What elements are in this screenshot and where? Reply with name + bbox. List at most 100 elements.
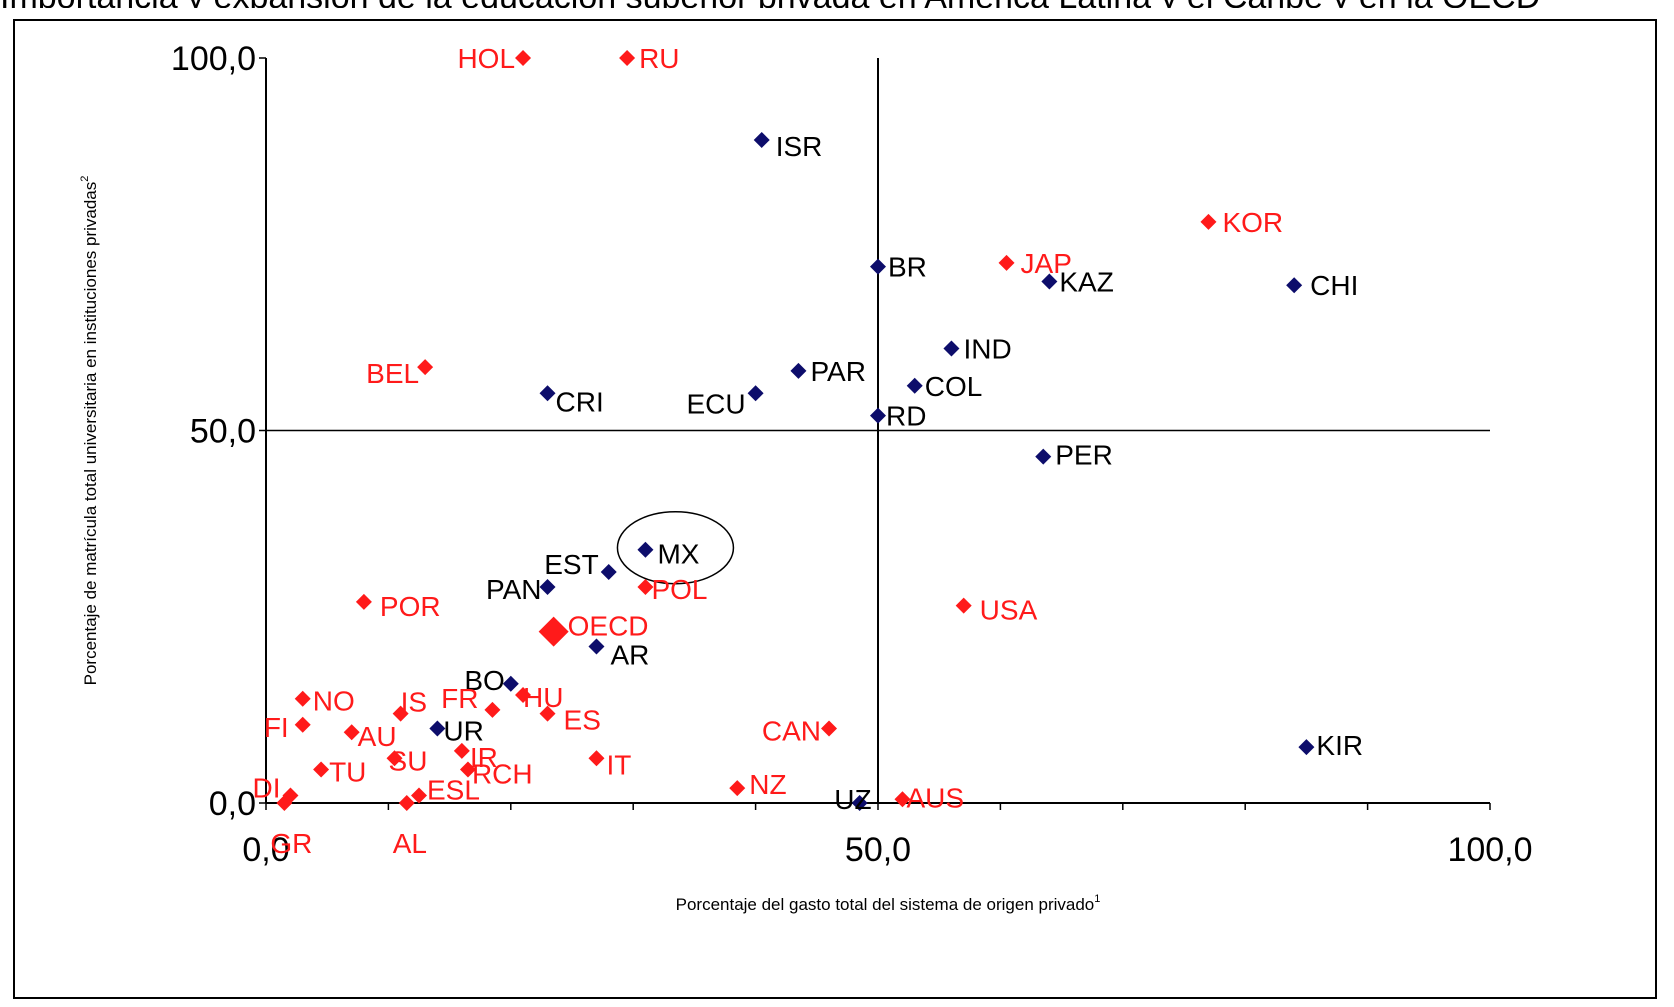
label-kir: KIR bbox=[1316, 730, 1363, 761]
point-rd bbox=[870, 407, 886, 424]
label-cri: CRI bbox=[556, 386, 604, 417]
point-kor bbox=[1200, 213, 1217, 230]
y-tick-label: 0,0 bbox=[209, 785, 256, 823]
label-kor: KOR bbox=[1222, 207, 1283, 238]
point-cri bbox=[539, 385, 556, 402]
point-pan bbox=[539, 578, 556, 595]
point-es bbox=[539, 705, 556, 722]
point-esl bbox=[411, 787, 427, 804]
label-gr: GR bbox=[270, 828, 312, 859]
label-br: BR bbox=[888, 252, 927, 283]
label-mx: MX bbox=[657, 539, 699, 570]
page-caption-cut: Importancia y expansión de la educación … bbox=[0, 0, 1674, 8]
label-pan: PAN bbox=[486, 574, 542, 605]
point-par bbox=[790, 362, 807, 379]
point-fi bbox=[294, 716, 311, 733]
label-di: DI bbox=[252, 773, 280, 804]
chart-frame bbox=[13, 19, 1657, 999]
label-bo: BO bbox=[464, 665, 504, 696]
point-jap bbox=[998, 254, 1015, 271]
y-axis-title: Porcentaje de matrícula total universita… bbox=[79, 176, 100, 686]
label-isr: ISR bbox=[776, 131, 823, 162]
label-usa: USA bbox=[980, 595, 1038, 626]
label-ru: RU bbox=[639, 43, 679, 74]
point-isr bbox=[753, 131, 770, 148]
point-ru bbox=[619, 50, 636, 66]
point-su bbox=[386, 750, 403, 767]
label-aus: AUS bbox=[906, 782, 964, 813]
point-no bbox=[294, 690, 311, 707]
label-fi: FI bbox=[264, 712, 289, 743]
x-tick-label: 0,0 bbox=[242, 831, 289, 869]
x-axis-title: Porcentaje del gasto total del sistema d… bbox=[676, 893, 1101, 914]
label-kaz: KAZ bbox=[1059, 267, 1113, 298]
point-uz bbox=[851, 795, 868, 811]
label-nz: NZ bbox=[749, 769, 786, 800]
label-par: PAR bbox=[810, 356, 866, 387]
point-aus bbox=[894, 791, 911, 808]
label-it: IT bbox=[606, 749, 631, 780]
point-ir bbox=[453, 742, 470, 759]
label-tu: TU bbox=[329, 756, 366, 787]
point-bo bbox=[502, 675, 519, 692]
label-al: AL bbox=[393, 828, 427, 859]
label-su: SU bbox=[389, 745, 428, 776]
label-ind: IND bbox=[963, 334, 1011, 365]
label-per: PER bbox=[1055, 440, 1113, 471]
label-rd: RD bbox=[886, 401, 926, 432]
point-hol bbox=[515, 50, 532, 66]
point-per bbox=[1035, 448, 1052, 465]
point-est bbox=[600, 564, 617, 581]
point-ur bbox=[429, 720, 446, 737]
label-pol: POL bbox=[651, 574, 707, 605]
label-can: CAN bbox=[762, 716, 821, 747]
label-bel: BEL bbox=[366, 358, 419, 389]
label-is: IS bbox=[401, 687, 427, 718]
point-kir bbox=[1298, 739, 1315, 756]
point-ar bbox=[588, 638, 605, 655]
point-hu bbox=[515, 686, 532, 703]
point-can bbox=[821, 720, 838, 737]
label-ir: IR bbox=[470, 742, 498, 773]
y-tick-label: 100,0 bbox=[171, 40, 256, 78]
point-chi bbox=[1286, 277, 1303, 294]
label-ar: AR bbox=[610, 640, 649, 671]
label-ur: UR bbox=[443, 716, 483, 747]
point-col bbox=[906, 377, 923, 394]
label-es: ES bbox=[564, 705, 601, 736]
point-au bbox=[343, 724, 360, 741]
point-por bbox=[355, 593, 372, 610]
data-marks bbox=[276, 50, 1315, 811]
label-col: COL bbox=[925, 371, 983, 402]
point-kaz bbox=[1041, 273, 1058, 290]
label-rch: RCH bbox=[472, 758, 533, 789]
label-oecd: OECD bbox=[568, 611, 649, 642]
point-nz bbox=[729, 780, 746, 797]
label-jap: JAP bbox=[1021, 248, 1072, 279]
point-it bbox=[588, 750, 605, 767]
label-au: AU bbox=[358, 721, 397, 752]
point-tu bbox=[313, 761, 330, 778]
y-tick-label: 50,0 bbox=[190, 413, 256, 451]
point-oecd bbox=[538, 616, 569, 647]
label-est: EST bbox=[544, 549, 598, 580]
point-ind bbox=[943, 340, 960, 357]
x-tick-label: 50,0 bbox=[845, 831, 911, 869]
label-ecu: ECU bbox=[686, 388, 745, 419]
axes: 0,0 50,0 100,0 0,0 50,0 100,0 bbox=[171, 40, 1533, 869]
point-gr bbox=[276, 795, 293, 811]
point-rch bbox=[459, 761, 476, 778]
x-tick-label: 100,0 bbox=[1447, 831, 1532, 869]
highlight-circle bbox=[616, 510, 735, 585]
label-chi: CHI bbox=[1310, 270, 1358, 301]
label-fr: FR bbox=[441, 683, 478, 714]
point-br bbox=[870, 258, 886, 275]
label-por: POR bbox=[380, 591, 441, 622]
label-uz: UZ bbox=[834, 784, 871, 815]
point-fr bbox=[484, 701, 501, 718]
point-ecu bbox=[747, 385, 764, 402]
label-no: NO bbox=[313, 686, 355, 717]
point-pol bbox=[637, 578, 654, 595]
